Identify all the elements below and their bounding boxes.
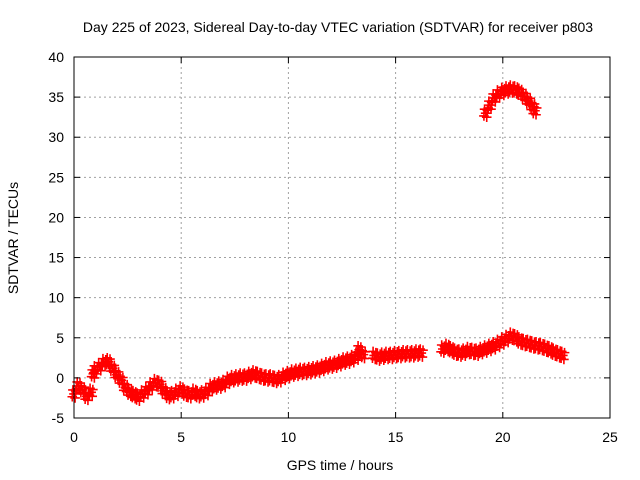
data-point [72, 377, 83, 387]
data-point [143, 389, 153, 400]
ticks-layer: 0 5 10 15 20 25 -5 0 5 10 15 20 25 30 35 40 [48, 49, 618, 445]
data-point [115, 371, 125, 382]
y-tick-label: 35 [48, 89, 64, 105]
data-point [518, 87, 528, 98]
data-point [535, 337, 546, 348]
data-point [252, 366, 263, 377]
data-point [368, 346, 378, 357]
data-point [539, 339, 550, 349]
data-point [466, 342, 477, 353]
data-point [149, 373, 160, 384]
data-point [481, 112, 492, 122]
data-point [417, 352, 428, 362]
data-point [119, 378, 130, 389]
data-point [514, 83, 524, 94]
data-point [531, 109, 541, 120]
data-point [256, 368, 267, 378]
data-point [265, 369, 275, 379]
y-tick-label: 10 [48, 290, 64, 306]
data-point [526, 336, 537, 346]
marks-layer [67, 80, 570, 406]
data-point [552, 345, 563, 355]
data-point [357, 345, 368, 356]
data-point [158, 381, 168, 392]
data-point [70, 393, 80, 403]
data-point [518, 333, 528, 344]
plot-frame [73, 56, 611, 419]
y-tick-label: 30 [48, 129, 64, 145]
x-tick-label: 0 [70, 429, 78, 445]
x-tick-label: 25 [602, 429, 618, 445]
data-point [462, 341, 473, 352]
data-point [179, 384, 190, 394]
data-point [415, 344, 426, 354]
data-point [556, 346, 567, 357]
y-tick-label: -5 [52, 410, 65, 426]
data-point [85, 383, 95, 394]
y-tick-label: 0 [56, 370, 64, 386]
data-point [490, 97, 501, 107]
data-point [76, 381, 87, 391]
data-point [529, 101, 539, 112]
x-tick-label: 15 [388, 429, 404, 445]
x-tick-label: 10 [281, 429, 297, 445]
data-point [153, 375, 164, 386]
y-tick-label: 5 [56, 330, 64, 346]
data-point [359, 353, 370, 364]
x-tick-label: 20 [495, 429, 511, 445]
data-point [486, 104, 496, 114]
data-point [522, 334, 533, 345]
data-point [505, 327, 516, 337]
data-point [96, 365, 106, 376]
y-tick-label: 20 [48, 209, 64, 225]
data-point [102, 353, 113, 363]
data-point [87, 391, 98, 402]
data-point [203, 390, 213, 401]
data-point [505, 80, 516, 90]
data-point [531, 336, 541, 347]
data-point [353, 341, 363, 351]
data-point [559, 354, 569, 365]
y-tick-label: 15 [48, 250, 64, 266]
x-axis-label: GPS time / hours [287, 457, 394, 473]
y-tick-label: 40 [48, 49, 64, 65]
x-tick-label: 5 [177, 429, 185, 445]
data-point [106, 359, 117, 370]
chart-title: Day 225 of 2023, Sidereal Day-to-day VTE… [83, 19, 593, 35]
data-point [248, 365, 258, 375]
data-point [449, 343, 460, 354]
y-axis-label: SDTVAR / TECUs [5, 182, 21, 294]
data-point [522, 92, 533, 102]
data-point [548, 343, 558, 354]
data-point [514, 332, 524, 342]
data-point [111, 365, 121, 376]
y-tick-label: 25 [48, 169, 64, 185]
data-point [83, 395, 93, 406]
